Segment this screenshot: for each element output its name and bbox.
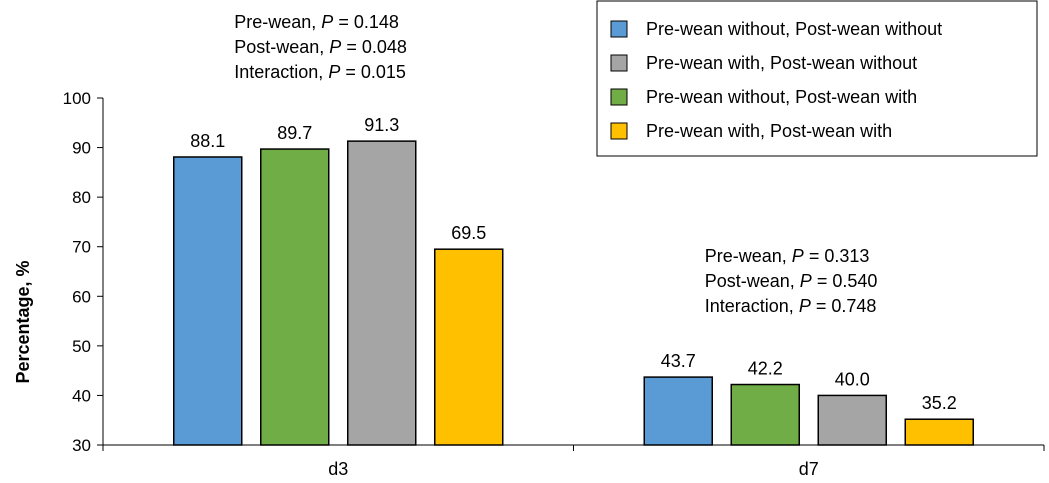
legend-label: Pre-wean without, Post-wean without xyxy=(646,19,942,39)
bar-labels: 88.1 89.7 91.3 69.5 43.7 42.2 40.0 35.2 xyxy=(190,115,957,413)
bar-value-label: 40.0 xyxy=(835,369,870,389)
p-value-line: Interaction, P = 0.748 xyxy=(705,296,877,316)
x-axis: d3 d7 xyxy=(102,444,1045,479)
legend-item: Pre-wean without, Post-wean with xyxy=(610,87,917,107)
bar-value-label: 69.5 xyxy=(451,223,486,243)
bar xyxy=(817,394,887,446)
p-value-line: Pre-wean, P = 0.313 xyxy=(705,246,870,266)
bar xyxy=(260,148,330,446)
y-tick-label: 80 xyxy=(72,188,91,207)
y-axis-label: Percentage, % xyxy=(13,260,33,383)
bar-value-label: 35.2 xyxy=(922,393,957,413)
p-value-annotation: Pre-wean, P = 0.313 Post-wean, P = 0.540 I… xyxy=(705,246,878,316)
y-tick-label: 90 xyxy=(72,139,91,158)
legend-label: Pre-wean without, Post-wean with xyxy=(646,87,917,107)
legend-swatch xyxy=(610,122,628,140)
legend-item: Pre-wean with, Post-wean with xyxy=(610,121,892,141)
p-value-line: Pre-wean, P = 0.148 xyxy=(234,12,399,32)
y-tick-label: 70 xyxy=(72,238,91,257)
legend-swatch xyxy=(610,88,628,106)
legend-swatch xyxy=(610,20,628,38)
legend-item: Pre-wean with, Post-wean without xyxy=(610,53,917,73)
bar xyxy=(730,383,800,446)
legend-swatch xyxy=(610,54,628,72)
y-axis: 30 40 50 60 70 80 90 100 xyxy=(63,89,104,455)
p-value-line: Post-wean, P = 0.540 xyxy=(705,271,878,291)
bar xyxy=(434,248,504,446)
p-value-line: Interaction, P = 0.015 xyxy=(234,62,406,82)
bar xyxy=(904,418,974,446)
y-tick-label: 100 xyxy=(63,89,91,108)
legend-item: Pre-wean without, Post-wean without xyxy=(610,19,942,39)
y-tick-label: 30 xyxy=(72,436,91,455)
p-value-annotations: Pre-wean, P = 0.148 Post-wean, P = 0.048 I… xyxy=(234,12,877,316)
bars xyxy=(173,140,974,446)
bar-value-label: 43.7 xyxy=(661,351,696,371)
bar-value-label: 91.3 xyxy=(364,115,399,135)
x-tick-label: d3 xyxy=(328,459,348,479)
legend-label: Pre-wean with, Post-wean without xyxy=(646,53,917,73)
bar-value-label: 88.1 xyxy=(190,131,225,151)
x-tick-label: d7 xyxy=(799,459,819,479)
y-tick-label: 50 xyxy=(72,337,91,356)
bar-value-label: 42.2 xyxy=(748,359,783,379)
p-value-line: Post-wean, P = 0.048 xyxy=(234,37,407,57)
y-tick-label: 40 xyxy=(72,386,91,405)
bar xyxy=(173,156,243,446)
p-value-annotation: Pre-wean, P = 0.148 Post-wean, P = 0.048 I… xyxy=(234,12,407,82)
bar xyxy=(347,140,417,446)
bar xyxy=(643,376,713,446)
legend: Pre-wean without, Post-wean without Pre-w… xyxy=(596,0,1038,157)
legend-box xyxy=(596,0,1038,157)
bar-value-label: 89.7 xyxy=(277,123,312,143)
legend-label: Pre-wean with, Post-wean with xyxy=(646,121,892,141)
y-tick-label: 60 xyxy=(72,287,91,306)
